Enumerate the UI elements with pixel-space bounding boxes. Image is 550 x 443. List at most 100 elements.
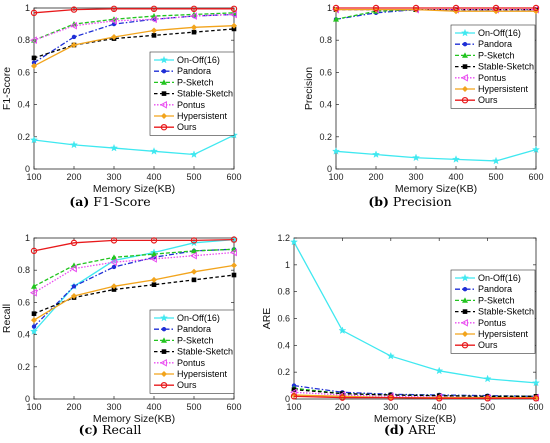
data-point: [191, 247, 197, 254]
legend-entry: Ours: [478, 340, 498, 350]
data-point: [231, 262, 237, 269]
data-point: [149, 15, 157, 24]
legend-entry: Hypersistent: [177, 369, 228, 379]
series-line: [293, 241, 537, 384]
chart-panel-1: 100 200 300 400 500 600 0 0.2 0.4 0.6 0.8 1 Memory S…: [1, 3, 242, 209]
data-point: [30, 9, 38, 17]
data-point: [387, 394, 394, 401]
legend-entry: Hypersistent: [478, 84, 529, 94]
legend-entry: Stable-Sketch: [177, 347, 233, 357]
y-tick-label: 0.2: [17, 132, 30, 142]
data-point: [111, 287, 117, 292]
legend-entry: On-Off(16): [177, 55, 220, 65]
data-point: [532, 378, 540, 387]
y-tick-label: 0.6: [319, 67, 332, 77]
legend-entry: P-Sketch: [177, 77, 214, 87]
data-point: [111, 283, 117, 290]
x-tick-label: 500: [186, 402, 201, 412]
series-line: [33, 248, 235, 328]
legend-marker: [160, 313, 168, 322]
legend-marker: [159, 358, 167, 367]
legend-entry: Ours: [177, 122, 197, 132]
series-on-off-16-: [332, 145, 540, 165]
legend-marker: [462, 64, 468, 69]
legend-entry: On-Off(16): [478, 273, 521, 283]
caption-letter: (c): [79, 422, 98, 437]
series-line: [335, 8, 536, 20]
y-tick-label: 0: [285, 394, 290, 404]
data-point: [30, 135, 38, 144]
data-point: [69, 264, 77, 273]
data-point: [436, 395, 443, 402]
data-point: [110, 143, 118, 152]
data-point: [412, 153, 420, 162]
data-point: [492, 4, 500, 12]
data-point: [290, 237, 298, 246]
data-point: [190, 5, 198, 13]
legend-entry: On-Off(16): [478, 28, 521, 38]
x-tick-label: 600: [528, 402, 543, 412]
data-point: [386, 351, 395, 360]
y-axis-label: Recall: [1, 304, 13, 333]
series-line: [33, 25, 235, 67]
data-point: [332, 4, 340, 12]
legend-entry: Pandora: [177, 66, 211, 76]
series-line: [33, 134, 235, 156]
x-tick-label: 200: [66, 172, 81, 182]
data-point: [150, 237, 158, 244]
y-tick-label: 0: [25, 394, 30, 404]
x-tick-label: 600: [528, 172, 543, 182]
data-point: [189, 251, 197, 260]
y-tick-label: 0.2: [277, 367, 290, 377]
y-tick-label: 1: [25, 233, 30, 243]
x-tick-label: 200: [66, 402, 81, 412]
legend-marker: [161, 327, 167, 332]
data-point: [191, 277, 197, 283]
caption-letter: (b): [368, 194, 389, 209]
legend-marker: [160, 55, 168, 64]
series-hypersistent: [31, 262, 237, 324]
x-tick-label: 400: [432, 402, 447, 412]
x-tick-label: 300: [408, 172, 423, 182]
series-line: [33, 251, 235, 294]
series-line: [33, 264, 235, 321]
legend-marker: [161, 68, 167, 74]
data-point: [70, 140, 78, 149]
data-point: [150, 5, 158, 13]
legend-entry: P-Sketch: [177, 335, 214, 345]
data-point: [290, 393, 298, 400]
y-tick-label: 0.8: [17, 35, 30, 45]
data-point: [151, 33, 157, 38]
data-point: [372, 4, 380, 12]
series-line: [293, 388, 536, 397]
series-hypersistent: [31, 22, 237, 69]
data-point: [229, 10, 237, 19]
y-tick-label: 0.2: [319, 132, 332, 142]
legend-entry: Ours: [177, 380, 197, 390]
series-line: [33, 8, 234, 14]
data-point: [372, 150, 380, 158]
x-axis-label: Memory Size(KB): [93, 413, 175, 425]
data-point: [231, 26, 237, 32]
y-tick-label: 1: [285, 260, 290, 270]
legend-marker: [462, 287, 468, 292]
chart-panel-4: 100 200 300 400 500 600 0 0.2 0.4 0.6 0.8 1 1.2 Memor…: [261, 233, 544, 437]
data-point: [151, 27, 157, 34]
data-point: [190, 150, 198, 158]
data-point: [373, 6, 379, 13]
legend-marker: [161, 349, 167, 354]
data-point: [532, 145, 540, 154]
x-tick-label: 100: [26, 402, 41, 412]
chart-panel-3: 100 200 300 400 500 600 0 0.2 0.4 0.6 0.8 1 Memory S…: [1, 233, 242, 437]
y-tick-label: 0: [25, 164, 30, 174]
legend-marker: [462, 52, 468, 58]
x-tick-label: 100: [286, 402, 301, 412]
y-tick-label: 0.4: [319, 100, 332, 110]
series-pontus: [29, 10, 237, 45]
y-tick-label: 0.4: [277, 340, 290, 350]
data-point: [413, 6, 419, 13]
data-point: [483, 374, 492, 383]
data-point: [229, 248, 237, 257]
